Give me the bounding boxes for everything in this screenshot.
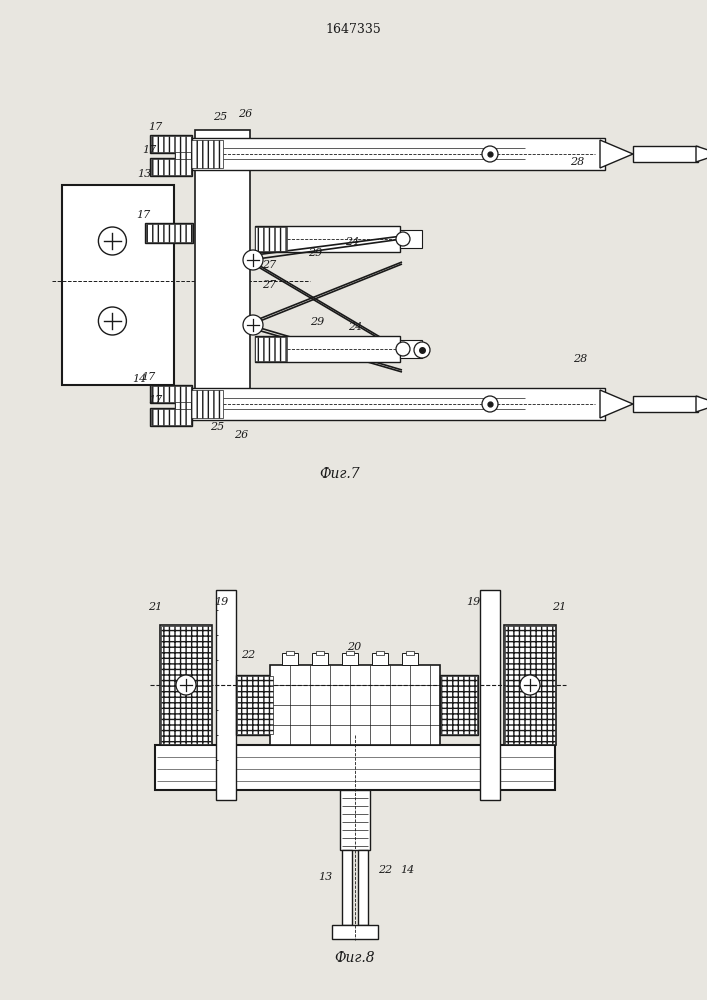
Text: 17: 17 <box>142 145 156 155</box>
Bar <box>316 651 324 655</box>
Text: 1647335: 1647335 <box>326 23 381 36</box>
Circle shape <box>520 675 540 695</box>
Text: 19: 19 <box>214 597 228 607</box>
Bar <box>151 159 191 175</box>
Bar <box>216 590 236 800</box>
Bar <box>270 665 440 745</box>
Bar <box>406 651 414 655</box>
Bar <box>145 223 193 243</box>
Text: 29: 29 <box>310 317 325 327</box>
Circle shape <box>482 396 498 412</box>
Bar <box>358 850 368 925</box>
Text: 17: 17 <box>136 210 151 220</box>
Polygon shape <box>600 140 633 168</box>
Bar <box>195 130 250 420</box>
Text: 14: 14 <box>400 865 414 875</box>
Bar <box>505 626 555 744</box>
Text: 13: 13 <box>137 169 151 179</box>
Bar <box>480 590 500 800</box>
Circle shape <box>396 342 410 356</box>
Bar <box>342 850 352 925</box>
Text: 25: 25 <box>213 112 227 122</box>
Text: Фиг.7: Фиг.7 <box>320 467 361 481</box>
Bar <box>400 230 422 248</box>
Text: 22: 22 <box>378 865 392 875</box>
Text: 26: 26 <box>238 109 252 119</box>
Bar <box>402 653 418 665</box>
Circle shape <box>414 342 430 358</box>
Bar <box>376 651 384 655</box>
Bar <box>146 224 192 242</box>
Text: 17: 17 <box>148 395 162 405</box>
Bar <box>332 925 378 939</box>
Text: 24: 24 <box>348 322 362 332</box>
Text: 17: 17 <box>148 122 162 132</box>
Text: Фиг.8: Фиг.8 <box>334 951 375 965</box>
Circle shape <box>176 675 196 695</box>
Text: 28: 28 <box>570 157 584 167</box>
Circle shape <box>243 250 263 270</box>
Text: 26: 26 <box>234 430 248 440</box>
Bar <box>160 625 212 745</box>
Bar <box>151 136 191 152</box>
Bar <box>151 386 191 402</box>
Bar <box>237 676 273 734</box>
Bar <box>633 146 698 162</box>
Text: 28: 28 <box>573 354 588 364</box>
Bar <box>150 158 192 176</box>
Bar <box>150 135 192 153</box>
Text: 24: 24 <box>345 237 359 247</box>
Bar <box>441 676 477 734</box>
Circle shape <box>98 307 127 335</box>
Bar <box>236 675 274 735</box>
Text: 17: 17 <box>141 372 156 382</box>
Circle shape <box>482 146 498 162</box>
Bar <box>346 651 354 655</box>
Bar <box>312 653 328 665</box>
Text: 21: 21 <box>552 602 566 612</box>
Text: 25: 25 <box>210 422 224 432</box>
Circle shape <box>98 227 127 255</box>
Bar <box>440 675 478 735</box>
Bar <box>150 408 192 426</box>
Text: 13: 13 <box>318 872 332 882</box>
Circle shape <box>396 232 410 246</box>
Bar <box>175 390 223 418</box>
Bar <box>342 653 358 665</box>
Text: 19: 19 <box>466 597 480 607</box>
Bar <box>340 790 370 850</box>
Text: 20: 20 <box>347 642 361 652</box>
Text: 29: 29 <box>308 248 322 258</box>
Bar <box>255 336 400 362</box>
Text: 27: 27 <box>262 260 276 270</box>
Bar <box>286 651 294 655</box>
Bar <box>151 409 191 425</box>
Bar <box>175 140 223 168</box>
Text: 22: 22 <box>241 650 255 660</box>
Polygon shape <box>696 396 707 412</box>
Bar <box>633 396 698 412</box>
Bar <box>155 745 555 790</box>
Polygon shape <box>600 390 633 418</box>
Bar <box>62 185 174 385</box>
Bar <box>282 653 298 665</box>
Polygon shape <box>696 146 707 162</box>
Bar <box>255 227 287 251</box>
Bar <box>255 337 287 361</box>
Text: 27: 27 <box>262 280 276 290</box>
Bar <box>150 385 192 403</box>
Bar <box>504 625 556 745</box>
Circle shape <box>243 315 263 335</box>
Bar <box>175 388 605 420</box>
Bar <box>161 626 211 744</box>
Text: 21: 21 <box>148 602 162 612</box>
Text: 14: 14 <box>132 374 146 384</box>
Bar <box>372 653 388 665</box>
Bar <box>255 226 400 252</box>
Bar <box>400 340 422 358</box>
Bar <box>175 138 605 170</box>
